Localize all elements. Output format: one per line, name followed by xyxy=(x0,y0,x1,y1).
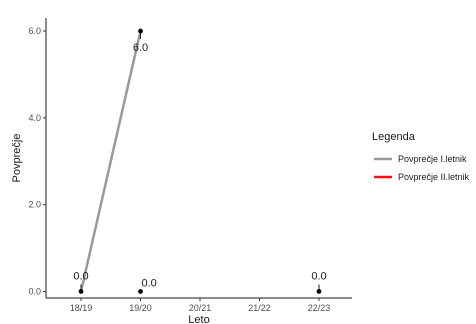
x-tick-label: 20/21 xyxy=(189,303,212,313)
series-line-1 xyxy=(79,29,142,293)
x-axis-title: Leto xyxy=(188,314,209,324)
data-label: 0.0 xyxy=(142,277,157,289)
legend-label: Povprečje II.letnik xyxy=(398,172,470,182)
y-tick-label: 4.0 xyxy=(28,113,41,123)
legend-title: Legenda xyxy=(372,131,416,143)
legend-label: Povprečje I.letnik xyxy=(398,154,467,164)
data-labels: 0.0 6.0 0.0 0.0 xyxy=(73,42,326,289)
y-axis-title: Povprečje xyxy=(11,134,23,183)
x-tick-label: 21/22 xyxy=(248,303,271,313)
data-point xyxy=(316,289,322,294)
axes: 0.0 2.0 4.0 6.0 18/19 19/20 20/21 21/22 22/23 Let… xyxy=(11,18,352,324)
data-label: 0.0 xyxy=(311,270,326,282)
data-points xyxy=(78,28,322,294)
data-point xyxy=(138,289,143,294)
y-tick-label: 6.0 xyxy=(28,26,41,36)
data-point xyxy=(78,289,84,294)
y-tick-label: 0.0 xyxy=(28,286,41,296)
y-tick-label: 2.0 xyxy=(28,200,41,210)
series-lines xyxy=(79,29,320,293)
data-label: 0.0 xyxy=(73,270,88,282)
data-point xyxy=(138,28,143,34)
x-tick-label: 19/20 xyxy=(129,303,152,313)
x-tick-label: 22/23 xyxy=(308,303,331,313)
x-tick-label: 18/19 xyxy=(70,303,93,313)
legend: Legenda Povprečje I.letnik Povprečje II.le… xyxy=(372,131,470,182)
data-label: 6.0 xyxy=(133,42,148,54)
